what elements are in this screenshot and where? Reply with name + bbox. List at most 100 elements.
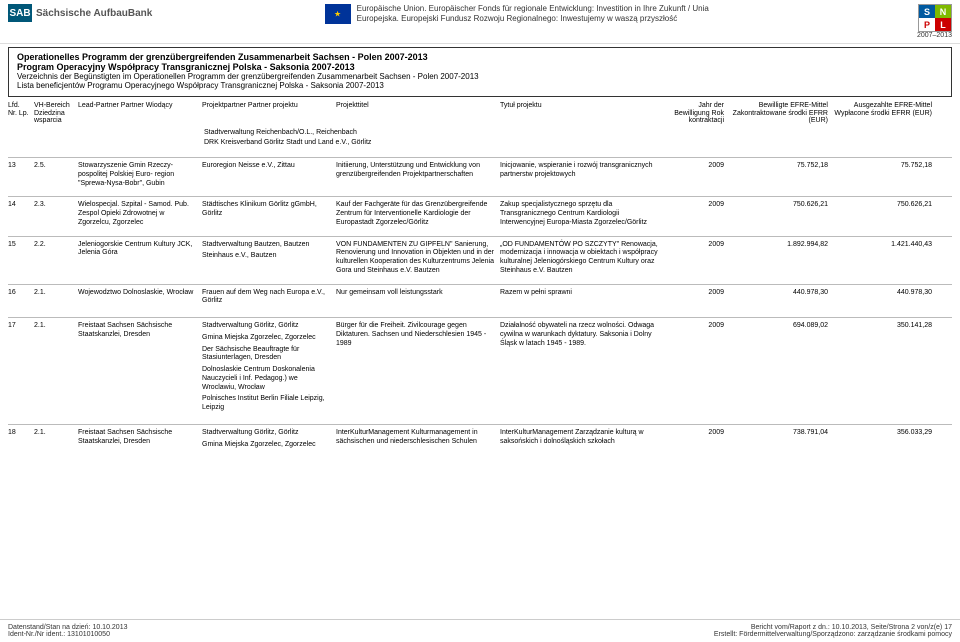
footer-ident: Ident-Nr./Nr ident.: 13101010050 [8, 631, 127, 638]
cell-nr: 17 [8, 322, 30, 416]
snpl-years: 2007–2013 [917, 32, 952, 39]
page-footer: Datenstand/Stan na dzień: 10.10.2013 Ide… [0, 619, 960, 642]
table-row: 142.3.Wielospecjal. Szpital - Samod. Pub… [8, 196, 952, 235]
footer-left: Datenstand/Stan na dzień: 10.10.2013 Ide… [8, 624, 127, 638]
cell-vh: 2.1. [34, 322, 74, 416]
partner-cell: Polnisches Institut Berlin Filiale Leipz… [202, 395, 332, 413]
footer-date: Datenstand/Stan na dzień: 10.10.2013 [8, 624, 127, 631]
cell-aus: 350.141,28 [832, 322, 932, 416]
footer-report: Bericht vom/Raport z dn.: 10.10.2013, Se… [714, 624, 952, 631]
cell-lead: Stowarzyszenie Gmin Rzeczy- pospolitej P… [78, 162, 198, 188]
orphan-partners-block: Stadtverwaltung Reichenbach/O.L., Reiche… [0, 127, 960, 157]
col-vh: VH-Bereich Dziedzina wsparcia [34, 102, 74, 125]
cell-year: 2009 [664, 322, 724, 416]
sab-text: Sächsische AufbauBank [36, 8, 152, 19]
table-row: 152.2.Jeleniogorskie Centrum Kultury JCK… [8, 236, 952, 284]
cell-year: 2009 [664, 201, 724, 227]
cell-bew: 750.626,21 [728, 201, 828, 227]
partner-cell: Städtisches Klinikum Görlitz gGmbH, Görl… [202, 201, 332, 219]
cell-title-pl: „OD FUNDAMENTÓW PO SZCZYTY" Renowacja, m… [500, 241, 660, 276]
cell-bew: 694.089,02 [728, 322, 828, 416]
table-header: Lfd. Nr. Lp. VH-Bereich Dziedzina wsparc… [0, 100, 960, 127]
cell-title-pl: Inicjowanie, wspieranie i rozwój transgr… [500, 162, 660, 188]
cell-bew: 738.791,04 [728, 429, 828, 453]
cell-title-de: VON FUNDAMENTEN ZU GIPFELN" Sanierung, R… [336, 241, 496, 276]
sab-mark: SAB [8, 4, 32, 22]
cell-nr: 16 [8, 289, 30, 310]
cell-title-pl: InterKulturManagement Zarządzanie kultur… [500, 429, 660, 453]
cell-title-de: Bürger für die Freiheit. Zivilcourage ge… [336, 322, 496, 416]
footer-created: Erstellt: Fördermittelverwaltung/Sporząd… [714, 631, 952, 638]
cell-aus: 1.421.440,43 [832, 241, 932, 276]
cell-lead: Wojewodztwo Dolnoslaskie, Wrocław [78, 289, 198, 310]
partner-cell: Gmina Miejska Zgorzelec, Zgorzelec [202, 334, 332, 343]
eu-flag-icon [325, 4, 351, 24]
table-row: 132.5.Stowarzyszenie Gmin Rzeczy- pospol… [8, 157, 952, 196]
partner-cell: DRK Kreisverband Görlitz Stadt und Land … [204, 139, 952, 146]
cell-vh: 2.3. [34, 201, 74, 227]
col-nr: Lfd. Nr. Lp. [8, 102, 30, 125]
cell-aus: 75.752,18 [832, 162, 932, 188]
cell-bew: 75.752,18 [728, 162, 828, 188]
col-title-pl: Tytuł projektu [500, 102, 660, 125]
cell-year: 2009 [664, 429, 724, 453]
cell-title-de: Kauf der Fachgeräte für das Grenzübergre… [336, 201, 496, 227]
cell-lead: Jeleniogorskie Centrum Kultury JCK, Jele… [78, 241, 198, 276]
cell-title-de: Initiierung, Unterstützung und Entwicklu… [336, 162, 496, 188]
cell-aus: 440.978,30 [832, 289, 932, 310]
sab-logo: SAB Sächsische AufbauBank [8, 4, 152, 22]
col-bew: Bewilligte EFRE-Mittel Zakontraktowane ś… [728, 102, 828, 125]
cell-title-pl: Razem w pełni sprawni [500, 289, 660, 310]
cell-nr: 14 [8, 201, 30, 227]
cell-title-de: InterKulturManagement Kulturmanagement i… [336, 429, 496, 453]
table-row: 172.1.Freistaat Sachsen Sächsische Staat… [8, 317, 952, 424]
cell-vh: 2.1. [34, 429, 74, 453]
cell-partners: Stadtverwaltung Görlitz, Görlitz Gmina Mi… [202, 322, 332, 416]
partner-cell: Dolnoslaskie Centrum Doskonalenia Nauczy… [202, 366, 332, 392]
col-partners: Projektpartner Partner projektu [202, 102, 332, 125]
cell-partners: Frauen auf dem Weg nach Europa e.V., Gör… [202, 289, 332, 310]
col-year: Jahr der Bewilligung Rok kontraktacji [664, 102, 724, 125]
eu-text: Europäische Union. Europäischer Fonds fü… [357, 4, 745, 23]
program-sub-pl: Lista beneficjentów Programu Operacyjneg… [17, 81, 943, 90]
cell-vh: 2.1. [34, 289, 74, 310]
cell-lead: Freistaat Sachsen Sächsische Staatskanzl… [78, 322, 198, 416]
cell-aus: 750.626,21 [832, 201, 932, 227]
cell-nr: 15 [8, 241, 30, 276]
snpl-logo: SNPL 2007–2013 [917, 4, 952, 39]
cell-aus: 356.033,29 [832, 429, 932, 453]
cell-year: 2009 [664, 162, 724, 188]
cell-partners: Euroregion Neisse e.V., Zittau [202, 162, 332, 188]
partner-cell: Stadtverwaltung Görlitz, Görlitz [202, 429, 332, 438]
cell-partners: Städtisches Klinikum Görlitz gGmbH, Görl… [202, 201, 332, 227]
program-sub-de: Verzeichnis der Begünstigten im Operatio… [17, 72, 943, 81]
cell-lead: Freistaat Sachsen Sächsische Staatskanzl… [78, 429, 198, 453]
table-body: 132.5.Stowarzyszenie Gmin Rzeczy- pospol… [0, 157, 960, 460]
partner-cell: Gmina Miejska Zgorzelec, Zgorzelec [202, 441, 332, 450]
cell-vh: 2.2. [34, 241, 74, 276]
cell-year: 2009 [664, 241, 724, 276]
partner-cell: Frauen auf dem Weg nach Europa e.V., Gör… [202, 289, 332, 307]
partner-cell: Steinhaus e.V., Bautzen [202, 252, 332, 261]
cell-title-pl: Działalność obywateli na rzecz wolności.… [500, 322, 660, 416]
cell-nr: 13 [8, 162, 30, 188]
col-lead: Lead-Partner Partner Wiodący [78, 102, 198, 125]
cell-title-de: Nur gemeinsam voll leistungsstark [336, 289, 496, 310]
cell-partners: Stadtverwaltung Bautzen, Bautzen Steinhau… [202, 241, 332, 276]
cell-lead: Wielospecjal. Szpital - Samod. Pub. Zesp… [78, 201, 198, 227]
program-title-pl: Program Operacyjny Współpracy Transgrani… [17, 62, 943, 72]
table-row: 162.1.Wojewodztwo Dolnoslaskie, WrocławF… [8, 284, 952, 318]
cell-partners: Stadtverwaltung Görlitz, Görlitz Gmina Mi… [202, 429, 332, 453]
col-title-de: Projekttitel [336, 102, 496, 125]
page-header: SAB Sächsische AufbauBank Europäische Un… [0, 0, 960, 44]
program-title-box: Operationelles Programm der grenzübergre… [8, 47, 952, 97]
partner-cell: Stadtverwaltung Bautzen, Bautzen [202, 241, 332, 250]
footer-right: Bericht vom/Raport z dn.: 10.10.2013, Se… [714, 624, 952, 638]
partner-cell: Euroregion Neisse e.V., Zittau [202, 162, 332, 171]
cell-year: 2009 [664, 289, 724, 310]
cell-vh: 2.5. [34, 162, 74, 188]
cell-nr: 18 [8, 429, 30, 453]
eu-block: Europäische Union. Europäischer Fonds fü… [325, 4, 745, 24]
program-title-de: Operationelles Programm der grenzübergre… [17, 52, 943, 62]
partner-cell: Stadtverwaltung Görlitz, Görlitz [202, 322, 332, 331]
